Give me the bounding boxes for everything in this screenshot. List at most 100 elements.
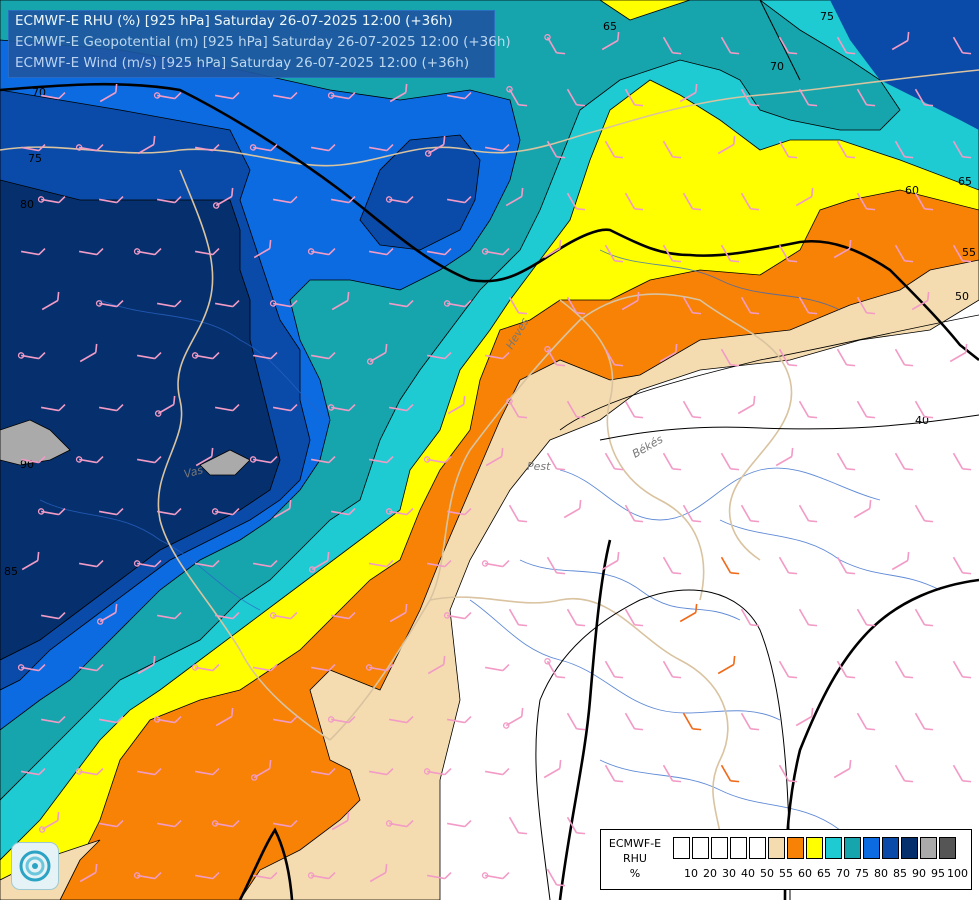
legend-tick-label: 10	[684, 867, 698, 880]
wind-barb	[133, 871, 162, 880]
legend-swatch	[920, 837, 937, 859]
wind-barb	[894, 452, 914, 471]
wind-barb	[20, 767, 46, 776]
wind-barb	[544, 345, 566, 367]
legend-tick-label: 75	[855, 867, 869, 880]
wind-barb	[21, 551, 40, 571]
legend-tick-label: 90	[912, 867, 926, 880]
legend-tick-label: 65	[817, 867, 831, 880]
wind-barb	[914, 608, 934, 627]
wind-barb	[330, 611, 356, 620]
wind-barb	[778, 36, 798, 55]
wind-barb	[546, 556, 566, 575]
wind-barb	[17, 351, 46, 360]
wind-barb	[659, 343, 678, 363]
wind-barb	[798, 608, 818, 627]
wind-barb	[836, 556, 856, 575]
wind-barb	[604, 764, 624, 783]
place-label-vas: Vas	[182, 463, 204, 481]
wind-barb	[156, 611, 182, 620]
wind-barb	[894, 764, 914, 783]
wind-barb	[20, 455, 46, 464]
wind-barb	[214, 611, 240, 620]
wind-barb	[544, 33, 566, 55]
wind-barb	[914, 192, 934, 211]
wind-barb	[856, 88, 876, 107]
wind-barb	[156, 507, 182, 516]
wind-barb	[310, 455, 336, 464]
legend-tick-label: 70	[836, 867, 850, 880]
wind-barb	[385, 507, 414, 516]
wind-barb	[446, 91, 472, 100]
wind-barb	[624, 712, 644, 731]
wind-barb	[423, 767, 452, 776]
wind-barb	[952, 556, 972, 575]
legend-tick-label: 85	[893, 867, 907, 880]
wind-barb	[740, 192, 760, 211]
wind-barb	[98, 819, 124, 828]
wind-barb	[368, 767, 394, 776]
wind-barb	[310, 663, 336, 672]
wind-barb	[154, 395, 176, 417]
wind-barb	[195, 447, 214, 467]
wind-barb	[836, 140, 856, 159]
wind-barb	[720, 556, 740, 575]
wind-barb	[546, 452, 566, 471]
wind-barb	[156, 819, 182, 828]
wind-barb	[484, 351, 510, 360]
wind-barb	[98, 715, 124, 724]
wind-barb	[41, 291, 60, 311]
wind-barb	[443, 611, 472, 620]
wind-barb	[369, 863, 388, 883]
wind-barb	[682, 712, 702, 731]
wind-barb	[720, 452, 740, 471]
geopotential-contours-thin	[535, 0, 979, 900]
title-geopotential: ECMWF-E Geopotential (m) [925 hPa] Satur…	[15, 34, 511, 50]
wind-barb	[153, 715, 182, 724]
wind-barb	[40, 91, 66, 100]
wind-barb	[327, 91, 356, 100]
legend-tick-label: 95	[931, 867, 945, 880]
wind-barb	[914, 400, 934, 419]
borders	[0, 69, 979, 871]
wind-barb	[423, 455, 452, 464]
wind-barb	[952, 764, 972, 783]
wind-barb	[894, 660, 914, 679]
wind-barb	[856, 712, 876, 731]
wind-barb	[98, 195, 124, 204]
contour-label-70: 70	[770, 60, 784, 73]
wind-barb	[621, 291, 640, 311]
wind-barb	[775, 447, 794, 467]
legend-swatch	[844, 837, 861, 859]
wind-barb	[833, 239, 852, 259]
wind-barb	[427, 655, 446, 675]
wind-barb	[446, 195, 472, 204]
wind-barb	[682, 296, 702, 315]
wind-barb	[506, 397, 528, 419]
wind-barb	[778, 140, 798, 159]
legend-tick-label: 50	[760, 867, 774, 880]
wind-barb	[717, 135, 736, 155]
wind-barb	[194, 871, 220, 880]
wind-barb	[426, 871, 452, 880]
wind-barb	[156, 195, 182, 204]
wind-barb	[310, 767, 336, 776]
wind-barb	[211, 819, 240, 828]
wind-barb	[78, 663, 104, 672]
wind-barb	[717, 655, 736, 675]
legend-title-unit: %	[629, 867, 641, 880]
wind-barb	[891, 551, 910, 571]
legend-swatch	[863, 837, 880, 859]
wind-barb	[566, 400, 586, 419]
legend-swatch	[806, 837, 823, 859]
wind-barb	[252, 663, 278, 672]
legend-swatch	[901, 837, 918, 859]
wind-barb	[37, 507, 66, 516]
wind-barb	[856, 400, 876, 419]
wind-barb	[604, 660, 624, 679]
wind-barb	[662, 556, 682, 575]
wind-barb	[75, 143, 104, 152]
wind-barb	[40, 403, 66, 412]
wind-barb	[836, 36, 856, 55]
